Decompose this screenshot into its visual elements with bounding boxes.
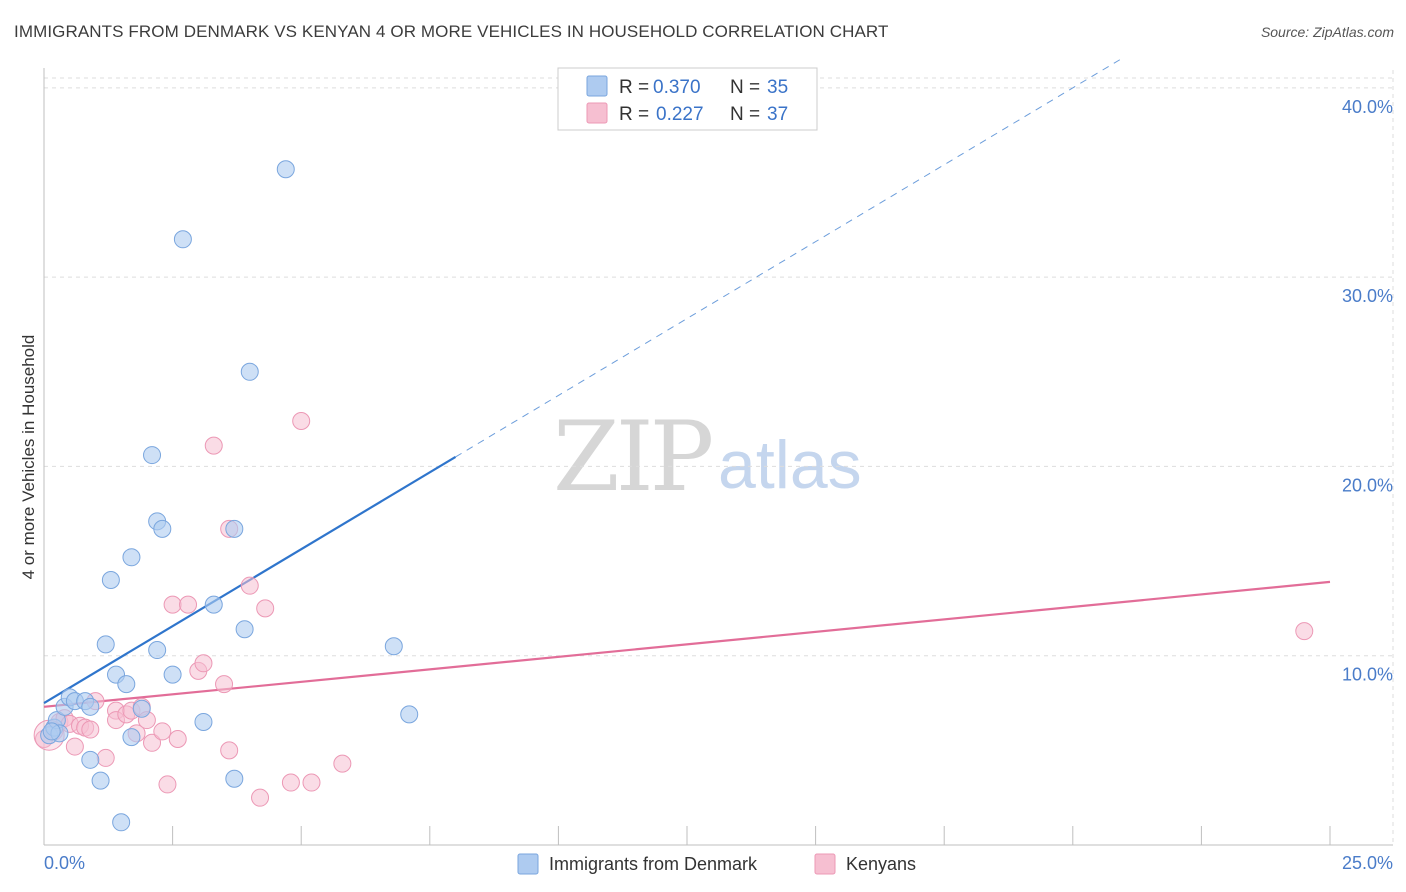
denmark-point-26[interactable] (204, 595, 223, 614)
legend-denmark-r-value: 0.370 (653, 77, 701, 98)
legend-kenyan-r-label: R = (619, 104, 649, 125)
kenyan-point-35[interactable] (302, 773, 321, 792)
denmark-point-23[interactable] (163, 665, 182, 684)
denmark-point-16[interactable] (122, 728, 141, 747)
legend-bottom-kenyan-swatch (814, 853, 836, 875)
denmark-point-22[interactable] (153, 519, 172, 538)
chart-source: Source: ZipAtlas.com (1260, 24, 1394, 40)
denmark-points[interactable] (40, 160, 419, 832)
legend-kenyan-n-label: N = (730, 104, 760, 125)
legend-bottom-kenyan-label: Kenyans (846, 854, 916, 874)
denmark-point-17[interactable] (122, 548, 141, 567)
legend-kenyan-n-value: 37 (767, 104, 788, 125)
chart-title: IMMIGRANTS FROM DENMARK VS KENYAN 4 OR M… (14, 22, 889, 41)
legend-denmark-n-value: 35 (767, 77, 788, 98)
kenyan-point-10[interactable] (96, 748, 115, 767)
denmark-point-28[interactable] (225, 519, 244, 538)
legend-denmark-swatch (586, 75, 608, 97)
kenyan-point-37[interactable] (1295, 622, 1314, 641)
kenyan-point-26[interactable] (204, 436, 223, 455)
kenyan-point-22[interactable] (168, 730, 187, 748)
kenyan-point-25[interactable] (194, 654, 213, 673)
watermark: ZIP atlas (553, 401, 862, 513)
denmark-point-20[interactable] (148, 641, 167, 660)
legend-kenyan-swatch (586, 102, 608, 124)
kenyan-point-18[interactable] (143, 733, 162, 752)
denmark-point-33[interactable] (400, 705, 419, 724)
denmark-point-10[interactable] (91, 771, 110, 790)
axes (43, 68, 1393, 846)
kenyan-point-27[interactable] (215, 675, 234, 694)
legend-denmark-n-label: N = (730, 77, 760, 98)
denmark-point-18[interactable] (132, 699, 151, 718)
kenyan-point-28[interactable] (220, 741, 239, 760)
y-tick-label-2: 30.0% (1342, 286, 1393, 306)
y-tick-label-3: 40.0% (1342, 97, 1393, 117)
denmark-point-15[interactable] (117, 675, 136, 694)
denmark-point-12[interactable] (101, 571, 120, 589)
trend-lines (43, 59, 1331, 708)
kenyan-point-32[interactable] (256, 599, 275, 618)
kenyan-point-19[interactable] (153, 722, 172, 741)
kenyan-point-36[interactable] (333, 754, 352, 773)
kenyan-point-31[interactable] (251, 788, 270, 807)
denmark-point-29[interactable] (235, 620, 254, 639)
kenyan-point-5[interactable] (65, 737, 84, 756)
denmark-point-9[interactable] (81, 750, 100, 769)
legend-top: R = 0.370 N = 35 R = 0.227 N = 37 (557, 67, 818, 131)
denmark-point-19[interactable] (143, 446, 162, 465)
kenyan-trend-line (43, 580, 1331, 708)
denmark-point-32[interactable] (384, 637, 403, 656)
denmark-point-25[interactable] (194, 712, 213, 731)
legend-kenyan-r-value: 0.227 (656, 104, 704, 125)
kenyan-point-33[interactable] (281, 773, 300, 792)
denmark-point-8[interactable] (81, 697, 100, 716)
legend-bottom: Immigrants from Denmark Kenyans (517, 853, 916, 875)
legend-bottom-denmark-label: Immigrants from Denmark (549, 854, 758, 874)
legend-denmark-r-label: R = (619, 77, 649, 98)
denmark-point-30[interactable] (240, 362, 259, 381)
y-tick-label-1: 20.0% (1342, 475, 1393, 495)
y-tick-labels: 10.0% 20.0% 30.0% 40.0% (1342, 97, 1393, 685)
kenyan-point-23[interactable] (179, 595, 198, 614)
kenyan-point-34[interactable] (292, 412, 311, 430)
denmark-point-24[interactable] (173, 230, 192, 249)
denmark-point-11[interactable] (96, 635, 115, 654)
x-tick-label-min: 0.0% (44, 853, 85, 873)
kenyan-point-30[interactable] (240, 576, 259, 595)
kenyan-point-21[interactable] (163, 595, 182, 614)
kenyan-point-8[interactable] (81, 720, 100, 739)
denmark-point-31[interactable] (276, 160, 295, 179)
y-tick-label-0: 10.0% (1342, 665, 1393, 685)
x-tick-label-max: 25.0% (1342, 853, 1393, 873)
legend-bottom-denmark-swatch (517, 853, 539, 875)
denmark-point-27[interactable] (225, 769, 244, 788)
y-axis-label: 4 or more Vehicles in Household (19, 335, 38, 580)
watermark-atlas: atlas (718, 427, 862, 503)
kenyan-point-20[interactable] (158, 775, 177, 794)
watermark-zip: ZIP (553, 401, 712, 513)
denmark-point-14[interactable] (112, 813, 131, 832)
denmark-point-34[interactable] (42, 722, 61, 741)
